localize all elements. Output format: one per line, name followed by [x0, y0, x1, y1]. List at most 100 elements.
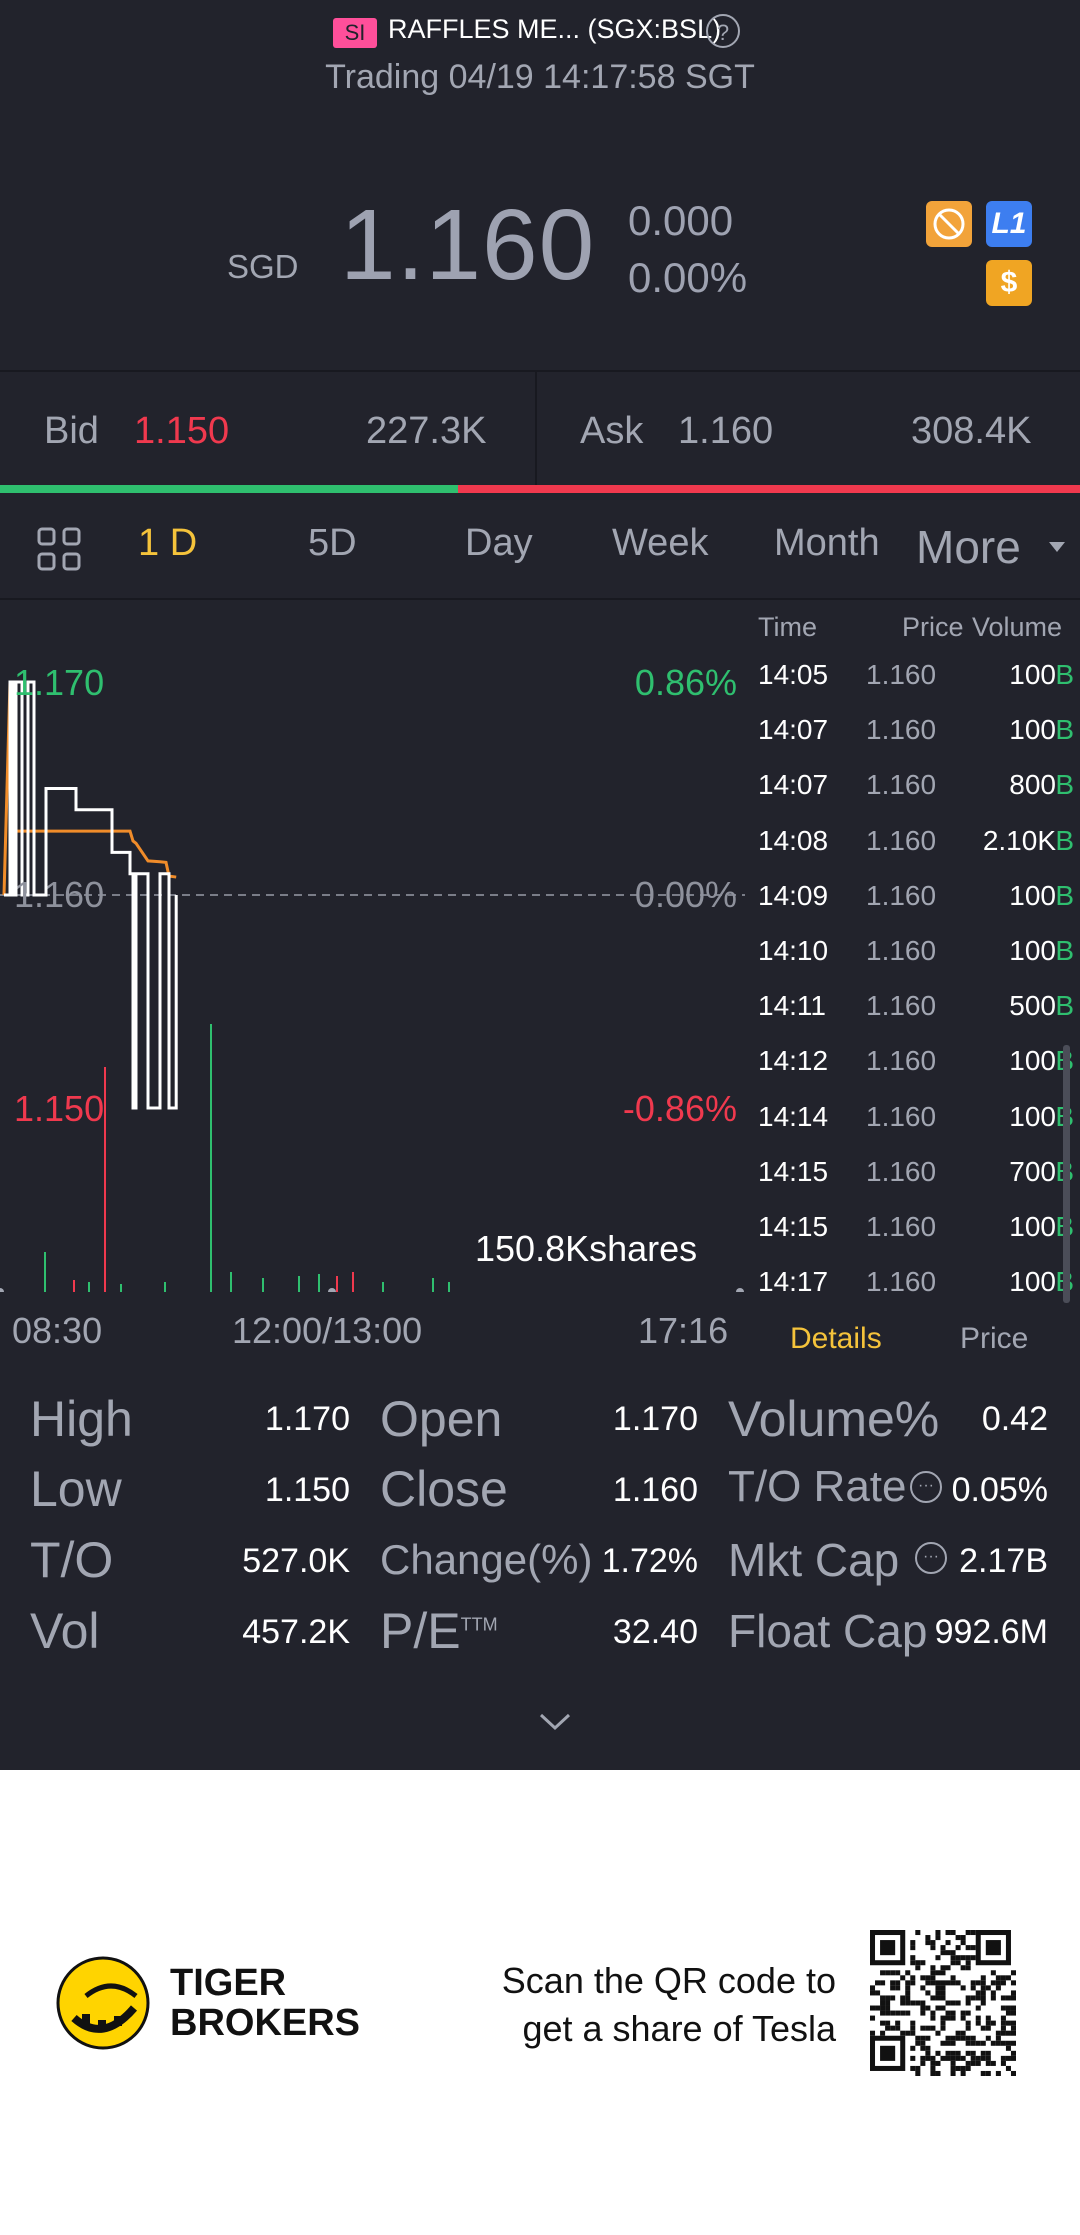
tab-price[interactable]: Price [960, 1322, 1029, 1355]
trading-status: Trading 04/19 14:17:58 SGT [325, 58, 755, 96]
promo-footer: TIGER BROKERS Scan the QR code to get a … [0, 1770, 1080, 2235]
divider [0, 598, 1080, 600]
chevron-down-icon[interactable] [538, 1712, 572, 1737]
volume-bar [120, 1284, 122, 1292]
bid-label: Bid [44, 410, 99, 452]
stat-vol-label: Vol [30, 1603, 100, 1659]
tick-price: 1.160 [866, 824, 937, 856]
axis-dot [328, 1288, 336, 1296]
stat-vol-value: 457.2K [242, 1613, 350, 1651]
tick-row: 14:11 1.160 500 B [758, 990, 1074, 1030]
tick-price: 1.160 [866, 879, 937, 911]
tick-price: 1.160 [866, 714, 937, 746]
help-icon[interactable]: ? [706, 14, 740, 48]
chart-mid-pct: 0.00% [634, 874, 737, 915]
tab-day[interactable]: Day [465, 522, 533, 564]
currency-label: SGD [227, 248, 299, 285]
stat-floatcap-value: 992.6M [934, 1613, 1048, 1651]
x-label-close: 17:16 [638, 1310, 729, 1351]
brand-line1: TIGER [170, 1962, 287, 2004]
tick-time: 14:15 [758, 1155, 829, 1187]
quote-header: SI RAFFLES ME... (SGX:BSL) ? Trading 04/… [0, 0, 1080, 370]
volume-bar [88, 1282, 90, 1292]
ask-label: Ask [580, 410, 644, 452]
divider [535, 372, 537, 485]
tick-side: B [1055, 824, 1074, 856]
average-line [2, 681, 177, 896]
volume-bars [44, 1024, 450, 1292]
stat-mktcap-label: Mkt Cap [728, 1534, 900, 1586]
axis-dot [736, 1288, 744, 1296]
brand-line2: BROKERS [170, 2002, 361, 2044]
ticks-header-time: Time [758, 612, 817, 642]
stat-open-value: 1.170 [612, 1400, 698, 1438]
stat-volpct-label: Volume% [728, 1391, 940, 1447]
stat-close-value: 1.160 [612, 1471, 698, 1509]
stat-low-label: Low [30, 1461, 122, 1517]
tick-time: 14:12 [758, 1045, 829, 1077]
tick-row: 14:09 1.160 100 B [758, 880, 1074, 920]
ticks-scrollbar[interactable] [1063, 1045, 1070, 1303]
stat-floatcap-label: Float Cap [728, 1605, 928, 1657]
stat-pe-value: 32.40 [612, 1613, 698, 1651]
chart-lower-price: 1.150 [14, 1088, 105, 1129]
info-icon[interactable]: ··· [915, 1542, 947, 1574]
tick-row: 14:10 1.160 100 B [758, 935, 1074, 975]
price-change: 0.000 [628, 197, 734, 244]
volume-bar [382, 1282, 384, 1292]
volume-bar [164, 1282, 166, 1292]
stat-volpct-value: 0.42 [981, 1400, 1048, 1438]
volume-bar [432, 1278, 434, 1292]
tick-volume: 100 [1009, 879, 1056, 911]
price-chart-svg [0, 680, 745, 1296]
tab-details[interactable]: Details [790, 1322, 882, 1355]
price-change-pct: 0.00% [628, 254, 748, 301]
volume-total: 150.8Kshares [475, 1228, 698, 1269]
ask-size: 308.4K [911, 410, 1032, 452]
tick-volume: 100 [1009, 659, 1056, 690]
tick-price: 1.160 [866, 769, 937, 801]
x-label-mid: 12:00/13:00 [232, 1310, 423, 1351]
volume-bar [230, 1272, 232, 1292]
stock-symbol[interactable]: RAFFLES ME... (SGX:BSL) [388, 14, 722, 44]
stat-to-label: T/O [30, 1532, 114, 1588]
tick-volume: 2.10K [982, 824, 1056, 856]
stat-pe-label: P/ETTM [380, 1602, 498, 1660]
tab-week[interactable]: Week [612, 522, 709, 564]
stat-torate-value: 0.05% [951, 1471, 1048, 1509]
ask-ratio-bar [458, 485, 1080, 493]
tick-price: 1.160 [866, 990, 937, 1022]
chart-mid-price: 1.160 [14, 874, 105, 915]
ticks-header-price: Price [902, 612, 964, 642]
dollar-badge-icon[interactable]: $ [986, 260, 1032, 306]
tick-price: 1.160 [866, 659, 937, 690]
stat-change-value: 1.72% [601, 1542, 698, 1580]
level1-badge-icon[interactable]: L1 [986, 201, 1032, 247]
no-short-icon[interactable] [926, 201, 972, 247]
chart-lower-pct: -0.86% [622, 1088, 737, 1129]
stat-low-value: 1.150 [264, 1471, 350, 1509]
tick-side: B [1055, 990, 1074, 1022]
caret-down-icon [1048, 540, 1066, 558]
tab-more[interactable]: More [916, 521, 1021, 573]
tick-volume: 100 [1009, 1211, 1056, 1242]
volume-bar [73, 1280, 75, 1292]
promo-line2: get a share of Tesla [522, 2008, 836, 2049]
tick-volume: 100 [1009, 1045, 1056, 1077]
tick-price: 1.160 [866, 1045, 937, 1077]
tick-volume: 700 [1009, 1155, 1056, 1187]
intraday-chart[interactable]: 1.170 0.86% 1.160 0.00% 1.150 -0.86% 150… [0, 602, 745, 1296]
tick-price: 1.160 [866, 935, 937, 966]
tick-row: 14:07 1.160 800 B [758, 769, 1074, 809]
grid-icon[interactable] [36, 526, 82, 577]
tab-month[interactable]: Month [774, 522, 880, 564]
volume-bar [352, 1272, 354, 1292]
tab-1d[interactable]: 1 D [138, 522, 198, 564]
tick-volume: 500 [1009, 990, 1056, 1022]
ticks-header-volume: Volume [972, 612, 1063, 642]
info-icon[interactable]: ··· [910, 1471, 942, 1503]
tab-5d[interactable]: 5D [308, 522, 357, 564]
